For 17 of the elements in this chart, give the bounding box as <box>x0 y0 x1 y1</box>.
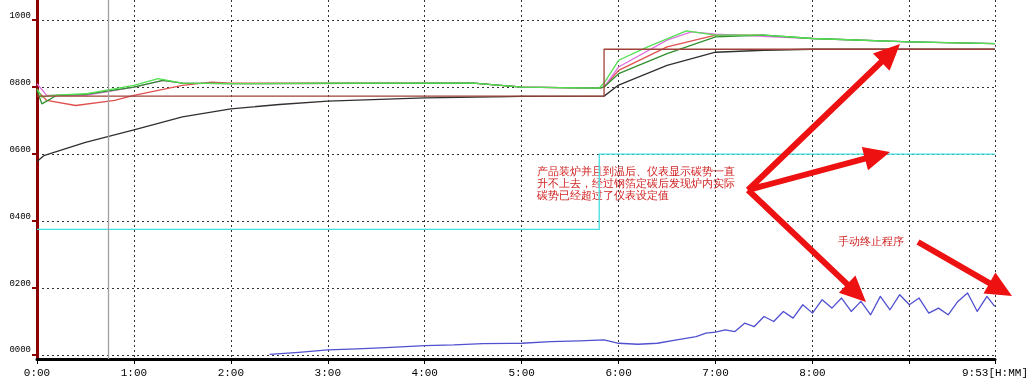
x-tick-label: 5:00 <box>508 366 535 379</box>
y-tick-label: 0800 <box>9 77 31 88</box>
x-tick-label: 8:00 <box>799 366 826 379</box>
y-tick-label: 0600 <box>9 144 31 155</box>
x-tick-label: 0:00 <box>23 366 51 379</box>
y-tick-label: 0400 <box>9 211 31 222</box>
annotation: 手动终止程序 <box>838 234 904 248</box>
y-tick-label: 0000 <box>9 345 31 356</box>
x-tick-label: 2:00 <box>217 366 245 379</box>
x-tick-label: 6:00 <box>605 366 632 379</box>
x-tick-label: 1:00 <box>120 366 148 379</box>
x-tick-label: 3:00 <box>314 366 341 379</box>
x-tick-label: 4:00 <box>411 366 438 379</box>
x-tick-label: 7:00 <box>702 366 729 379</box>
x-tick-label: 9:53[H:MM] <box>961 366 1028 379</box>
y-tick-label: 0200 <box>9 278 31 289</box>
y-tick-label: 1000 <box>9 10 31 21</box>
